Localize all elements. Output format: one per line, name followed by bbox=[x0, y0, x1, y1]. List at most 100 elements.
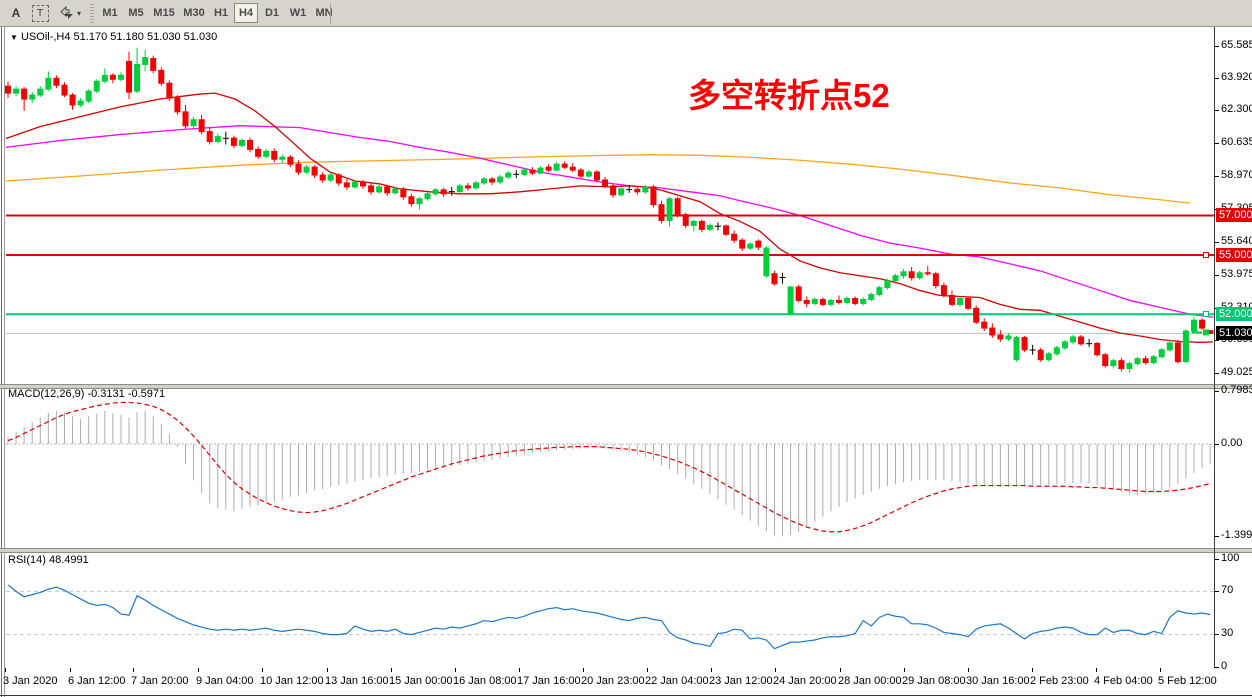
arrows-dropdown-button[interactable]: ▾ bbox=[56, 3, 84, 23]
text-label-button[interactable]: T bbox=[30, 3, 50, 23]
candle-body bbox=[21, 88, 28, 100]
time-tick bbox=[968, 668, 969, 672]
time-tick bbox=[455, 668, 456, 672]
candle-body bbox=[1166, 342, 1173, 351]
price-tick-label: 65.585 bbox=[1221, 39, 1252, 51]
time-tick-label: 5 Feb 12:00 bbox=[1158, 675, 1217, 687]
timeframe-button-m30[interactable]: M30 bbox=[183, 7, 205, 19]
candle-body bbox=[117, 74, 124, 80]
timeframe-button-h1[interactable]: H1 bbox=[213, 7, 229, 19]
price-tick-label-tick bbox=[1215, 143, 1219, 144]
candle-body bbox=[287, 156, 294, 165]
candle-body bbox=[650, 186, 657, 206]
window-left-border-inner bbox=[4, 27, 5, 697]
macd-splitter[interactable] bbox=[0, 384, 1252, 389]
timeframe-button-h4[interactable]: H4 bbox=[234, 3, 258, 23]
candle-body bbox=[174, 97, 181, 113]
time-tick-label: 13 Jan 16:00 bbox=[325, 675, 389, 687]
candle-body bbox=[1053, 347, 1060, 355]
symbol-title: ▼ USOil-,H4 51.170 51.180 51.030 51.030 bbox=[10, 31, 218, 43]
candle-body bbox=[1069, 336, 1076, 343]
timeframe-button-d1[interactable]: D1 bbox=[264, 7, 280, 19]
time-tick-label: 29 Jan 08:00 bbox=[902, 675, 966, 687]
price-tick-label: 63.920 bbox=[1221, 71, 1252, 83]
candle-body bbox=[230, 137, 237, 146]
candle-body bbox=[190, 119, 197, 127]
time-tick-label: 20 Jan 23:00 bbox=[581, 675, 645, 687]
chart-annotation-text[interactable]: 多空转折点52 bbox=[688, 77, 890, 114]
time-tick-label: 2 Feb 23:00 bbox=[1030, 675, 1089, 687]
timeframe-button-m1[interactable]: M1 bbox=[102, 7, 118, 19]
candle-body bbox=[1158, 349, 1165, 358]
candle-body bbox=[69, 94, 76, 106]
candle-body bbox=[674, 198, 681, 216]
current-price-badge: 51.030 bbox=[1216, 326, 1252, 340]
hline-handle[interactable] bbox=[1203, 252, 1209, 258]
candle-body bbox=[1182, 330, 1189, 363]
candle-body bbox=[593, 171, 600, 181]
candle-body bbox=[892, 275, 899, 282]
time-tick bbox=[711, 668, 712, 672]
time-tick-label: 24 Jan 20:00 bbox=[773, 675, 837, 687]
candle-body bbox=[1174, 342, 1181, 363]
candle-body bbox=[295, 163, 302, 173]
macd-tick-label: -1.3996 bbox=[1221, 529, 1252, 541]
candle-body bbox=[1021, 337, 1028, 351]
time-tick-label: 6 Jan 12:00 bbox=[68, 675, 126, 687]
candle-body bbox=[1118, 360, 1125, 370]
hline-handle[interactable] bbox=[1203, 311, 1209, 317]
candle-body bbox=[884, 280, 891, 289]
price-marker-square bbox=[1203, 329, 1209, 336]
time-tick bbox=[198, 668, 199, 672]
timeframe-button-m15[interactable]: M15 bbox=[153, 7, 175, 19]
timeframe-button-mn[interactable]: MN bbox=[315, 7, 333, 19]
time-tick bbox=[519, 668, 520, 672]
candle-body bbox=[505, 172, 512, 178]
candle-body bbox=[61, 84, 68, 96]
rsi-tick-label-tick bbox=[1215, 667, 1219, 668]
candle-body bbox=[642, 186, 649, 193]
rsi-tick-label: 0 bbox=[1221, 660, 1228, 672]
candle-body bbox=[932, 273, 939, 287]
rsi-splitter[interactable] bbox=[0, 548, 1252, 553]
candle-body bbox=[5, 85, 11, 94]
candle-body bbox=[1142, 358, 1149, 364]
chart-canvas[interactable] bbox=[0, 27, 1252, 697]
candle-body bbox=[900, 271, 907, 277]
rsi-tick-label: 100 bbox=[1221, 552, 1240, 564]
candle-body bbox=[706, 224, 713, 230]
font-button[interactable]: A bbox=[11, 6, 21, 20]
candle-body bbox=[811, 298, 818, 304]
collapse-icon[interactable]: ▼ bbox=[10, 33, 18, 42]
candle-body bbox=[658, 204, 665, 221]
candle-body bbox=[271, 150, 278, 160]
candle-body bbox=[1150, 356, 1157, 364]
candle-body bbox=[37, 88, 44, 96]
candle-body bbox=[481, 178, 488, 184]
candle-body bbox=[464, 185, 471, 189]
candle-body bbox=[852, 297, 859, 304]
candle-body bbox=[327, 174, 334, 181]
macd-tick-label: 0.7983 bbox=[1221, 384, 1252, 396]
toolbar-grip[interactable] bbox=[90, 4, 94, 23]
candle-body bbox=[585, 171, 592, 177]
candle-body bbox=[238, 139, 245, 146]
price-axis-border bbox=[1214, 27, 1215, 668]
candle-body bbox=[803, 299, 810, 304]
timeframe-button-m5[interactable]: M5 bbox=[128, 7, 144, 19]
timeframe-button-w1[interactable]: W1 bbox=[289, 7, 307, 19]
candle-body bbox=[569, 166, 576, 171]
candle-body bbox=[335, 174, 342, 184]
candle-body bbox=[319, 174, 326, 181]
candle-body bbox=[1134, 358, 1141, 365]
candle-body bbox=[13, 88, 20, 94]
candle-body bbox=[456, 185, 463, 192]
candle-body bbox=[359, 181, 366, 187]
rsi-line bbox=[7, 584, 1211, 650]
macd-tick-label-tick bbox=[1215, 391, 1219, 392]
candle-body bbox=[836, 299, 843, 303]
candle-body bbox=[973, 307, 980, 323]
candle-body bbox=[424, 193, 431, 200]
time-tick bbox=[647, 668, 648, 672]
candle-body bbox=[376, 186, 383, 193]
